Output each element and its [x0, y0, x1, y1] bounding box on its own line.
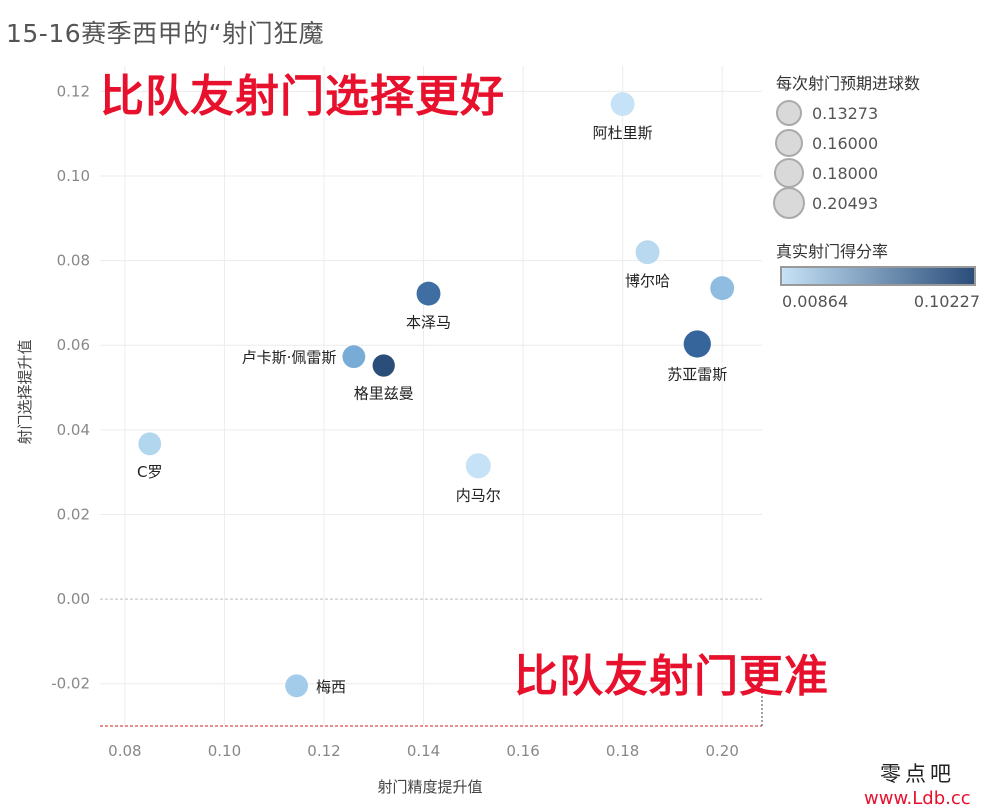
color-legend-labels: 0.00864 0.10227	[782, 292, 980, 311]
x-tick-label: 0.14	[407, 742, 440, 760]
data-point-label: 梅西	[316, 678, 346, 696]
size-legend-title: 每次射门预期进球数	[776, 74, 921, 93]
color-gradient-bar	[780, 266, 976, 286]
x-tick-label: 0.20	[705, 742, 738, 760]
data-point	[635, 240, 660, 265]
data-point	[710, 276, 735, 301]
y-tick-label: 0.04	[57, 421, 90, 439]
size-circle-icon	[775, 129, 803, 157]
y-tick-label: 0.08	[57, 252, 90, 270]
color-legend-max: 0.10227	[913, 292, 980, 311]
size-legend-value: 0.16000	[812, 133, 879, 153]
data-point	[416, 281, 441, 306]
data-point	[138, 432, 162, 456]
size-legend-value: 0.20493	[812, 193, 879, 213]
data-point	[285, 674, 309, 698]
data-point-label: 苏亚雷斯	[667, 366, 727, 384]
data-point-label: 博尔哈	[625, 272, 670, 290]
y-tick-label: 0.12	[57, 82, 90, 100]
size-legend-value: 0.18000	[812, 163, 879, 183]
size-circle-icon	[773, 187, 805, 219]
size-legend-item: 0.16000	[775, 128, 982, 158]
y-tick-label: 0.02	[57, 505, 90, 523]
y-tick-label: -0.02	[51, 675, 90, 693]
legend: 每次射门预期进球数 0.13273 0.16000 0.18000 0.2049…	[773, 70, 982, 311]
x-tick-label: 0.08	[108, 742, 141, 760]
data-point-label: 本泽马	[406, 314, 451, 332]
x-axis-title: 射门精度提升值	[377, 778, 482, 796]
data-point	[610, 92, 635, 117]
x-tick-label: 0.10	[208, 742, 241, 760]
watermark-text: 零点吧	[880, 762, 955, 786]
data-point	[372, 354, 395, 377]
size-legend-item: 0.20493	[773, 187, 982, 219]
chart-title: 15-16赛季西甲的“射门狂魔	[6, 19, 325, 48]
data-point-label: 卢卡斯·佩雷斯	[242, 349, 337, 367]
size-circle-icon	[776, 100, 802, 126]
data-point	[342, 345, 366, 369]
size-legend-value: 0.13273	[812, 103, 879, 123]
data-point	[683, 330, 711, 358]
x-tick-label: 0.16	[506, 742, 539, 760]
annotation-more-accurate: 比队友射门更准	[514, 651, 829, 702]
size-circle-icon	[774, 158, 804, 188]
y-axis-title: 射门选择提升值	[16, 339, 34, 444]
size-legend-item: 0.18000	[774, 158, 982, 188]
size-legend-item: 0.13273	[776, 98, 982, 128]
y-tick-label: 0.06	[57, 336, 90, 354]
data-point-label: 阿杜里斯	[593, 124, 653, 142]
data-point	[465, 453, 491, 479]
y-tick-label: 0.00	[57, 590, 90, 608]
data-point-label: C罗	[137, 463, 162, 481]
annotation-better-selection: 比队友射门选择更好	[100, 71, 505, 122]
grid	[100, 66, 762, 726]
data-point-label: 格里兹曼	[354, 385, 414, 403]
y-tick-label: 0.10	[57, 167, 90, 185]
axes: 0.08 0.10 0.12 0.14 0.16 0.18 0.20 -0.02 0.00 0.0…	[51, 82, 763, 760]
x-tick-label: 0.18	[606, 742, 639, 760]
watermark-url: www.Ldb.cc	[864, 788, 971, 809]
color-legend-min: 0.00864	[782, 292, 849, 311]
color-legend-title: 真实射门得分率	[776, 242, 889, 261]
x-tick-label: 0.12	[307, 742, 340, 760]
data-point-label: 内马尔	[456, 486, 501, 504]
